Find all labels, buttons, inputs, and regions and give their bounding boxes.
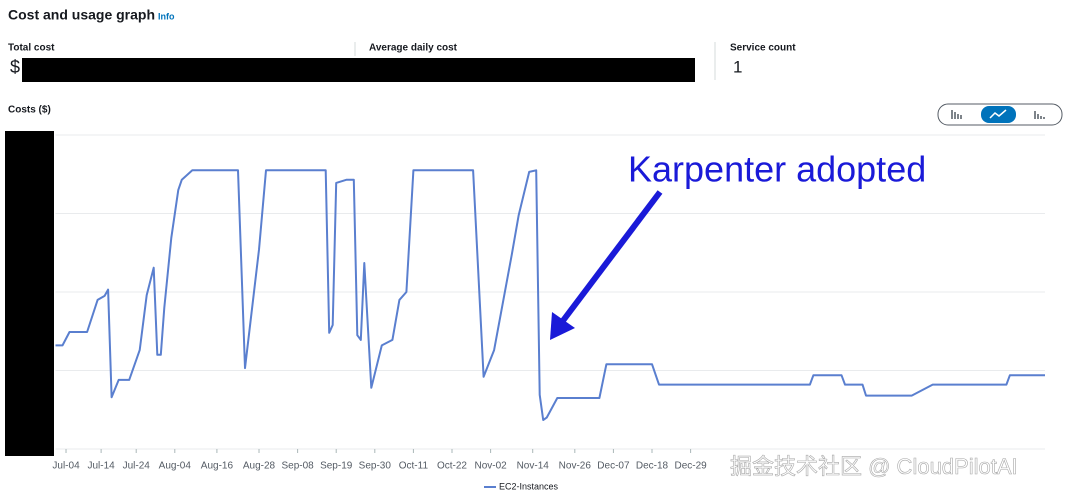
arrow-head bbox=[550, 312, 575, 340]
x-tick-label: Jul-24 bbox=[123, 461, 151, 472]
watermark: 掘金技术社区 @ CloudPilotAI bbox=[730, 454, 1018, 479]
panel-title: Cost and usage graph bbox=[8, 7, 155, 23]
x-tick-label: Sep-30 bbox=[359, 461, 392, 472]
x-tick-label: Aug-04 bbox=[159, 461, 192, 472]
x-tick-label: Dec-18 bbox=[636, 461, 669, 472]
metric-label: Average daily cost bbox=[369, 43, 458, 54]
annotation: Karpenter adopted bbox=[628, 149, 926, 190]
metric-value: $ bbox=[10, 57, 20, 77]
metric-label: Total cost bbox=[8, 43, 55, 54]
x-tick-label: Sep-19 bbox=[320, 461, 353, 472]
x-tick-label: Dec-29 bbox=[674, 461, 707, 472]
x-tick-label: Nov-14 bbox=[517, 461, 550, 472]
x-tick-label: Nov-02 bbox=[474, 461, 507, 472]
annotation-arrow bbox=[559, 190, 663, 324]
toggle-line[interactable] bbox=[981, 106, 1016, 123]
metric-label: Service count bbox=[730, 43, 796, 54]
x-tick-label: Oct-11 bbox=[399, 461, 429, 472]
x-tick-label: Aug-16 bbox=[201, 461, 234, 472]
x-tick-label: Nov-26 bbox=[559, 461, 592, 472]
x-tick-label: Jul-04 bbox=[52, 461, 80, 472]
info-link[interactable]: Info bbox=[158, 11, 175, 21]
x-tick-label: Jul-14 bbox=[87, 461, 115, 472]
line-icon bbox=[989, 109, 1007, 119]
x-tick-label: Dec-07 bbox=[597, 461, 630, 472]
series-line bbox=[55, 169, 1045, 421]
chart-type-toggle bbox=[937, 103, 1063, 126]
x-tick-label: Sep-08 bbox=[281, 461, 314, 472]
metric-value: 1 bbox=[733, 57, 742, 76]
redaction bbox=[22, 58, 695, 82]
x-tick-label: Aug-28 bbox=[243, 461, 276, 472]
plot: Jul-04 Jul-14 Jul-24 Aug-04 Aug-16 Aug-28 Sep-… bbox=[52, 134, 1045, 472]
bar-icon bbox=[951, 110, 962, 119]
redaction bbox=[5, 131, 54, 456]
stacked-icon bbox=[1034, 111, 1045, 119]
y-axis-label: Costs ($) bbox=[8, 105, 51, 116]
legend-label[interactable]: EC2-Instances bbox=[499, 481, 559, 491]
x-tick-label: Oct-22 bbox=[437, 461, 467, 472]
